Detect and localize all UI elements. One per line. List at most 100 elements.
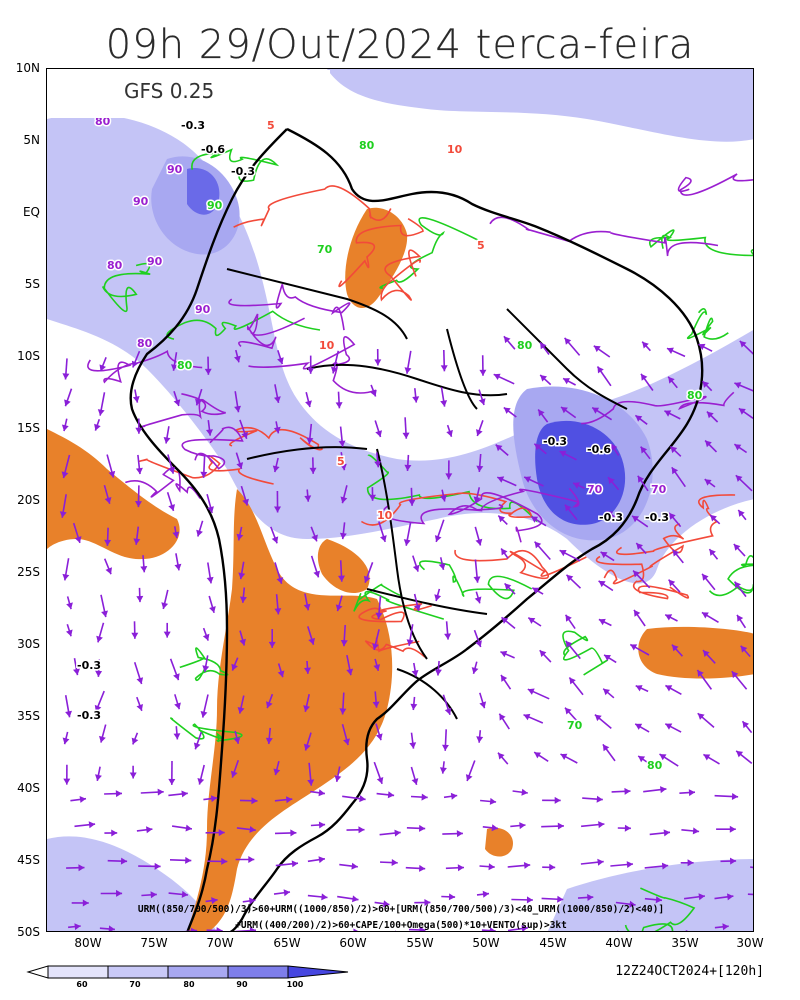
wind-vector <box>580 858 604 866</box>
legend-line-1: URM((850/700/500)/3)>60+URM((1000/850)/2… <box>137 904 665 915</box>
wind-vector <box>593 345 611 358</box>
wind-vector <box>163 426 171 444</box>
wind-vector <box>242 897 256 905</box>
contour-label: 80 <box>107 259 123 272</box>
wind-vector <box>237 695 245 714</box>
wind-vector <box>136 826 153 834</box>
wind-vector <box>481 927 496 931</box>
wind-vector <box>207 857 228 865</box>
wind-vector <box>309 457 317 474</box>
contour-line <box>489 216 719 257</box>
wind-vector <box>602 743 616 762</box>
wind-vector <box>107 857 128 865</box>
wind-vector <box>716 825 736 833</box>
wind-vector <box>66 864 85 872</box>
wind-vector <box>337 895 359 903</box>
wind-vector <box>375 595 383 619</box>
wind-vector <box>231 657 239 671</box>
wind-vector <box>665 684 682 696</box>
map-canvas: -0.3 -0.6 -0.3 -0.3 -0.6 -0.3 -0.3 -0.3 -0.3 80 90… <box>47 69 753 931</box>
contour-label: 90 <box>207 199 223 212</box>
wind-vector <box>70 796 87 803</box>
wind-vector <box>473 629 482 648</box>
wind-vector <box>208 595 216 614</box>
lon-label: 60W <box>339 936 367 950</box>
wind-vector <box>412 388 420 403</box>
wind-vector <box>474 526 483 546</box>
wind-vector <box>434 660 442 676</box>
wind-vector <box>631 515 649 528</box>
contour-line <box>353 583 445 620</box>
wind-vector <box>62 558 70 581</box>
wind-vector <box>559 549 581 562</box>
contour-line <box>624 887 696 931</box>
dry-air-area <box>345 207 408 309</box>
wind-vector <box>403 522 412 546</box>
wind-vector <box>611 787 631 795</box>
wind-vector <box>596 366 612 387</box>
wind-vector <box>338 426 346 447</box>
wind-vector <box>239 587 247 603</box>
contour-label: 80 <box>687 389 703 402</box>
contour-label: 90 <box>167 163 183 176</box>
wind-vector <box>72 522 82 544</box>
contour-label: 80 <box>137 337 153 350</box>
wind-vector <box>171 824 193 832</box>
wind-vector <box>442 694 452 715</box>
wind-vector <box>306 423 314 444</box>
wind-vector <box>173 390 181 407</box>
wind-vector <box>59 494 67 518</box>
wind-vector <box>527 617 542 627</box>
contour-line <box>166 310 321 340</box>
wind-vector <box>560 406 577 419</box>
wind-vector <box>667 376 678 389</box>
wind-vector <box>410 766 419 786</box>
wind-vector <box>465 760 476 782</box>
wind-vector <box>582 795 603 803</box>
wind-vector <box>412 555 420 572</box>
map-panel: -0.3 -0.6 -0.3 -0.3 -0.6 -0.3 -0.3 -0.3 -0.3 80 90… <box>46 68 754 932</box>
wind-vector <box>305 392 312 408</box>
wind-vector <box>559 450 577 461</box>
contour-line <box>419 560 533 600</box>
wind-vector <box>542 796 561 804</box>
wind-vector <box>62 358 70 380</box>
wind-vector <box>637 755 649 764</box>
wind-vector <box>310 555 320 578</box>
wind-vector <box>671 644 683 657</box>
contour-label: -0.3 <box>645 511 669 524</box>
contour-line <box>141 393 226 428</box>
wind-vector <box>100 594 108 618</box>
wind-vector <box>268 629 276 648</box>
wind-vector <box>537 409 549 423</box>
wind-vector <box>445 864 465 872</box>
wind-vector <box>163 622 171 638</box>
wind-vector <box>706 411 719 423</box>
wind-vector <box>341 723 350 746</box>
wind-vector <box>533 443 547 455</box>
wind-vector <box>136 696 143 712</box>
contour-line <box>181 426 244 470</box>
wind-vector <box>235 927 257 931</box>
wind-vector <box>206 493 214 514</box>
wind-vector <box>135 485 142 508</box>
wind-vector <box>62 731 70 745</box>
wind-vector <box>482 824 498 832</box>
wind-vector <box>512 788 528 796</box>
wind-vector <box>141 891 157 899</box>
wind-vector <box>339 522 347 540</box>
wind-vector <box>104 790 123 798</box>
humidity-shading-area <box>535 420 626 525</box>
wind-vector <box>641 341 651 352</box>
wind-vector <box>733 443 748 454</box>
wind-vector <box>565 640 581 660</box>
lon-label: 35W <box>671 936 699 950</box>
wind-vector <box>698 343 713 352</box>
wind-vector <box>664 723 682 733</box>
wind-vector <box>172 526 180 539</box>
colorbar-label: 90 <box>236 980 248 989</box>
wind-vector <box>479 692 487 709</box>
wind-vector <box>99 357 107 372</box>
humidity-shading-area <box>547 859 753 931</box>
contour-line <box>238 313 305 350</box>
